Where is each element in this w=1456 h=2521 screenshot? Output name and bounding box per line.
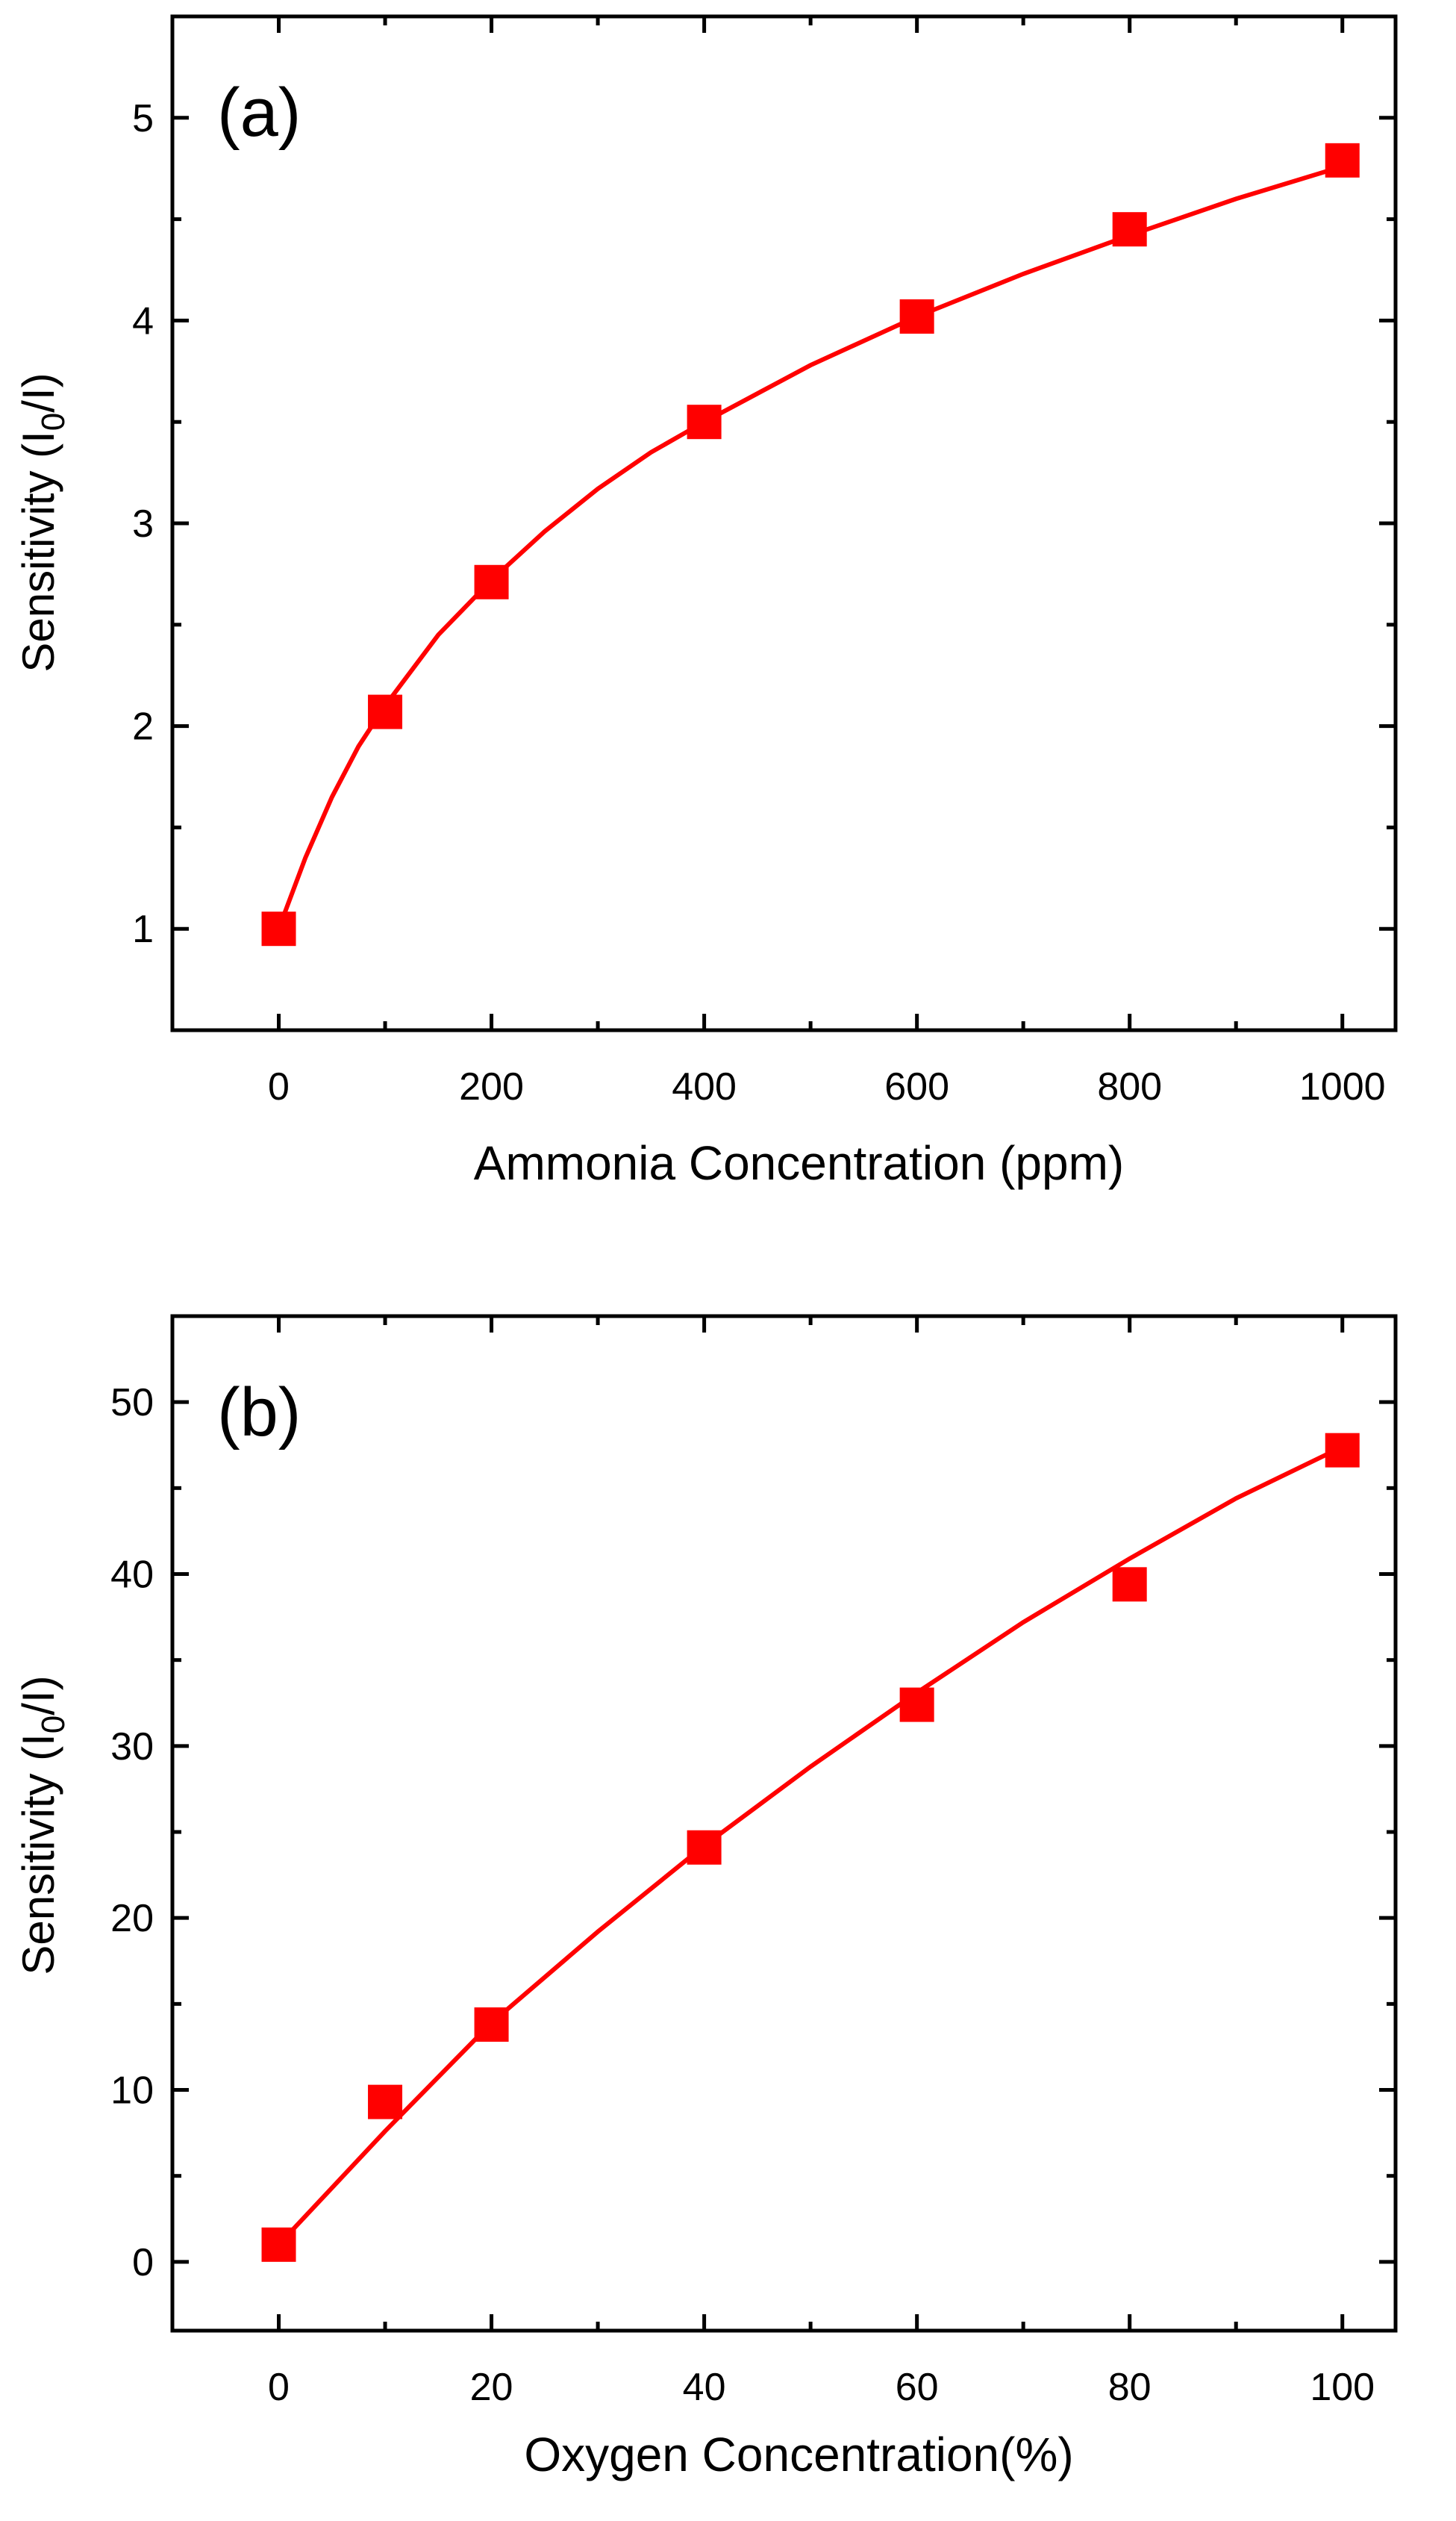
panel-a-x-axis-label: Ammonia Concentration (ppm) [474, 1136, 1124, 1190]
panel-b-ytick-label-3: 30 [110, 1725, 154, 1769]
panel-a-ytick-label-3: 4 [132, 299, 154, 343]
panel-a-data-point-2 [474, 564, 509, 599]
panel-b-data-point-2 [474, 2007, 509, 2042]
panel-a-panel-label: (a) [217, 75, 301, 151]
panel-a-xtick-label-5: 1000 [1299, 1065, 1386, 1109]
panel-a-fit-line [276, 164, 1343, 930]
panel-b-ytick-label-1: 10 [110, 2069, 154, 2113]
panel-b-panel-label: (b) [217, 1374, 301, 1450]
panel-a-xtick-label-4: 800 [1097, 1065, 1162, 1109]
panel-b: 0 20 40 60 80 100 0 10 20 30 40 50 (b) Oxygen Concent… [13, 1314, 1398, 2481]
panel-b-ytick-label-0: 0 [132, 2241, 154, 2284]
panel-a-data-point-4 [899, 299, 934, 334]
panel-b-x-axis-label: Oxygen Concentration(%) [524, 2428, 1073, 2481]
panel-b-plot-frame [170, 1314, 1398, 2333]
panel-a-xtick-label-0: 0 [268, 1065, 290, 1109]
panel-a-ytick-label-0: 1 [132, 908, 154, 951]
panel-a-xtick-label-2: 400 [672, 1065, 737, 1109]
panel-a-plot-frame [170, 14, 1398, 1032]
panel-a-data-point-5 [1112, 212, 1147, 247]
panel-b-y-axis-label-tail: /I) [13, 1675, 63, 1715]
panel-a-data-point-3 [687, 405, 722, 440]
panel-b-data-point-3 [687, 1830, 722, 1865]
panel-a-y-axis-label-sub: 0 [35, 413, 72, 431]
panel-a-y-axis-label-tail: /I) [13, 373, 63, 412]
panel-b-fit-line [277, 1445, 1344, 2246]
panel-b-y-axis-label: Sensitivity (I0/I) [13, 1675, 72, 1975]
panel-b-data-point-6 [1325, 1433, 1360, 1468]
panel-b-xtick-label-1: 20 [470, 2366, 513, 2409]
panel-a-xtick-label-1: 200 [459, 1065, 524, 1109]
panel-a-data-point-1 [368, 694, 403, 729]
panel-a-y-axis-label: Sensitivity (I0/I) [13, 373, 72, 672]
panel-a-xtick-label-3: 600 [884, 1065, 949, 1109]
panel-b-xtick-label-4: 80 [1108, 2366, 1152, 2409]
panel-a: 0 200 400 600 800 1000 1 2 3 4 5 (a) Ammonia Concent… [13, 14, 1398, 1190]
panel-b-data-point-1 [368, 2084, 403, 2119]
panel-a-ytick-label-1: 2 [132, 705, 154, 749]
panel-b-xtick-label-3: 60 [896, 2366, 939, 2409]
panel-b-ytick-label-5: 50 [110, 1381, 154, 1424]
panel-b-y-axis-label-main: Sensitivity (I [13, 1733, 63, 1975]
panel-a-data-point-0 [261, 912, 296, 947]
panel-b-data-point-4 [899, 1687, 934, 1722]
panel-b-xtick-label-0: 0 [268, 2366, 290, 2409]
panel-b-data-point-0 [261, 2227, 296, 2262]
panel-b-y-axis-label-sub: 0 [35, 1716, 72, 1733]
panel-b-xtick-label-5: 100 [1310, 2366, 1375, 2409]
panel-b-ytick-label-2: 20 [110, 1897, 154, 1940]
panel-a-data-point-6 [1325, 143, 1360, 178]
panel-b-ytick-label-4: 40 [110, 1554, 154, 1597]
panel-a-ytick-label-4: 5 [132, 97, 154, 140]
panel-b-data-point-5 [1112, 1567, 1147, 1602]
panel-a-ytick-label-2: 3 [132, 502, 154, 546]
panel-b-xtick-label-2: 40 [683, 2366, 726, 2409]
panel-a-y-axis-label-main: Sensitivity (I [13, 431, 63, 672]
